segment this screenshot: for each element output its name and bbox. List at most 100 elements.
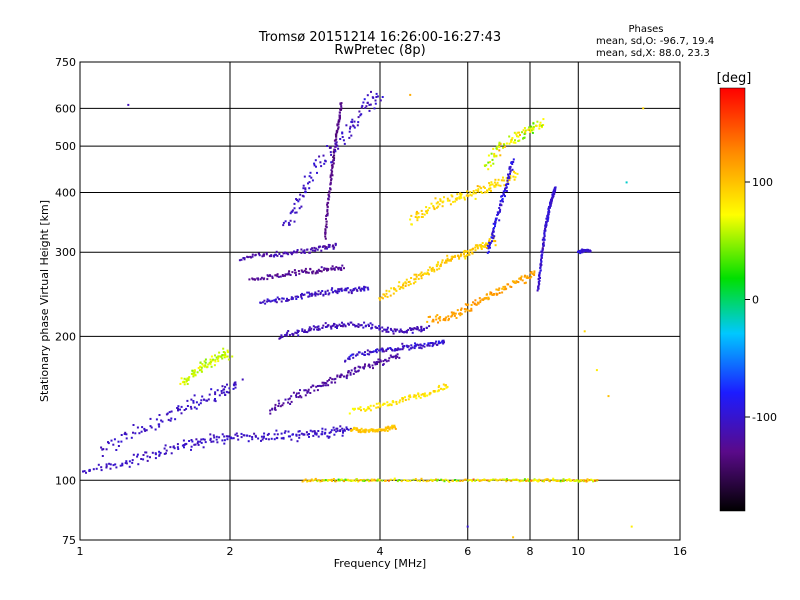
echo-point [375,349,378,351]
echo-point [364,106,367,109]
echo-point [308,328,311,331]
echo-point [327,324,330,327]
echo-point [338,290,341,293]
echo-point [423,345,426,348]
echo-point [225,355,228,358]
echo-point [539,121,542,124]
echo-point [414,280,417,283]
echo-point [559,480,562,483]
echo-point [453,312,456,315]
echo-point [339,430,342,432]
echo-point [394,426,396,429]
echo-point [426,212,429,215]
echo-point [324,228,327,231]
echo-point [392,401,395,404]
echo-point [375,361,378,363]
echo-point [308,181,311,184]
echo-point [236,435,239,437]
echo-point [551,193,554,196]
echo-point [328,292,331,295]
echo-point [261,438,264,441]
echo-point [303,433,306,436]
echo-point [322,268,325,271]
echo-point [343,323,346,326]
echo-point [482,185,485,188]
echo-point [349,127,351,130]
x-tick-label: 1 [77,545,84,558]
echo-point [459,479,462,482]
echo-point [366,286,369,289]
echo-point [206,399,209,402]
echo-point [503,184,506,187]
echo-point [275,274,278,277]
stats-x-mode: mean, sd,X: 88.0, 23.3 [596,48,710,59]
echo-point [540,260,543,263]
echo-point [492,222,495,225]
echo-point [427,316,430,318]
echo-point [350,292,353,295]
echo-point [97,463,100,466]
colorbar-tick-label: 100 [752,176,773,189]
echo-point [295,332,298,335]
echo-point [341,321,343,324]
echo-point [338,120,341,123]
echo-point [432,479,435,481]
echo-point [353,427,356,430]
echo-point [355,288,358,291]
echo-point [341,131,344,134]
echo-point [195,401,198,404]
echo-point [340,478,343,481]
echo-point [463,255,466,258]
echo-point [310,386,313,389]
echo-point [445,316,448,319]
echo-point [389,327,392,330]
echo-point [347,479,350,482]
echo-point [542,242,545,245]
echo-point [349,125,352,128]
echo-point [275,253,277,256]
echo-point [630,525,633,528]
echo-point [286,331,289,334]
echo-point [509,172,511,175]
echo-point [444,478,447,481]
echo-point [326,380,329,383]
echo-point [234,381,237,384]
echo-point [495,479,498,482]
echo-point [392,292,395,295]
echo-point [464,310,467,313]
echo-point [447,319,450,322]
echo-point [409,479,412,482]
echo-point [535,479,538,482]
echo-point [333,268,336,271]
echo-point [430,202,433,205]
echo-point [136,426,139,429]
echo-point [434,197,437,200]
echo-point [333,267,336,270]
echo-point [333,433,336,436]
echo-point [326,267,329,270]
echo-point [386,404,389,407]
echo-point [214,400,217,403]
echo-point [297,430,300,433]
echo-point [543,238,546,241]
echo-point [213,436,216,439]
echo-point [435,340,438,343]
echo-point [326,435,329,438]
echo-point [465,255,468,258]
echo-point [306,291,309,294]
echo-point [280,432,283,435]
echo-point [395,400,398,403]
echo-point [266,300,269,303]
echo-point [331,163,334,166]
echo-point [404,285,407,287]
echo-point [439,198,442,201]
echo-point [85,471,87,474]
echo-point [466,193,469,196]
echo-point [362,408,365,411]
echo-point [280,437,283,440]
echo-point [371,351,374,353]
echo-point [491,233,494,236]
echo-point [388,290,391,293]
echo-point [346,287,349,290]
echo-point [331,160,334,163]
